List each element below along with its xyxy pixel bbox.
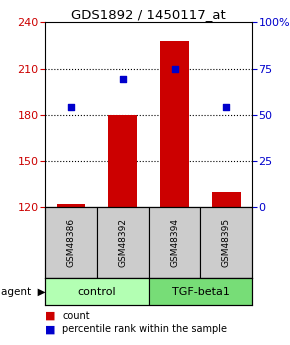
Text: agent  ▶: agent ▶: [1, 287, 46, 296]
Bar: [148, 207, 200, 278]
Point: [120, 77, 125, 82]
Text: TGF-beta1: TGF-beta1: [171, 287, 229, 296]
Text: GSM48394: GSM48394: [170, 218, 179, 267]
Text: ■: ■: [45, 311, 55, 321]
Bar: [45, 207, 97, 278]
Text: GSM48395: GSM48395: [222, 218, 231, 267]
Bar: [160, 41, 189, 207]
Point: [224, 104, 229, 110]
Bar: [45, 278, 148, 305]
Text: percentile rank within the sample: percentile rank within the sample: [62, 325, 227, 334]
Bar: [108, 115, 137, 207]
Text: count: count: [62, 311, 90, 321]
Text: GSM48386: GSM48386: [66, 218, 75, 267]
Point: [172, 66, 177, 71]
Bar: [212, 191, 241, 207]
Bar: [200, 207, 252, 278]
Text: GSM48392: GSM48392: [118, 218, 127, 267]
Bar: [97, 207, 148, 278]
Text: control: control: [77, 287, 116, 296]
Point: [68, 104, 73, 110]
Bar: [57, 204, 85, 207]
Title: GDS1892 / 1450117_at: GDS1892 / 1450117_at: [71, 8, 226, 21]
Text: ■: ■: [45, 325, 55, 334]
Bar: [148, 278, 252, 305]
